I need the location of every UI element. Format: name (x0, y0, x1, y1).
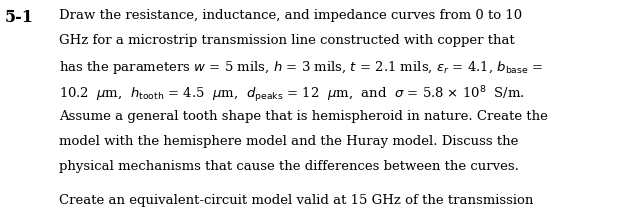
Text: GHz for a microstrip transmission line constructed with copper that: GHz for a microstrip transmission line c… (59, 34, 515, 47)
Text: 5-1: 5-1 (5, 9, 34, 26)
Text: 10.2  $\mu$m,  $h_{\mathrm{tooth}}$ = 4.5  $\mu$m,  $d_{\mathrm{peaks}}$ = 12  $: 10.2 $\mu$m, $h_{\mathrm{tooth}}$ = 4.5 … (59, 84, 525, 105)
Text: model with the hemisphere model and the Huray model. Discuss the: model with the hemisphere model and the … (59, 135, 518, 148)
Text: Draw the resistance, inductance, and impedance curves from 0 to 10: Draw the resistance, inductance, and imp… (59, 9, 522, 22)
Text: Create an equivalent-circuit model valid at 15 GHz of the transmission: Create an equivalent-circuit model valid… (59, 194, 533, 207)
Text: has the parameters $w$ = 5 mils, $h$ = 3 mils, $t$ = 2.1 mils, $\varepsilon_r$ =: has the parameters $w$ = 5 mils, $h$ = 3… (59, 59, 543, 76)
Text: Assume a general tooth shape that is hemispheroid in nature. Create the: Assume a general tooth shape that is hem… (59, 110, 548, 122)
Text: physical mechanisms that cause the differences between the curves.: physical mechanisms that cause the diffe… (59, 160, 519, 173)
